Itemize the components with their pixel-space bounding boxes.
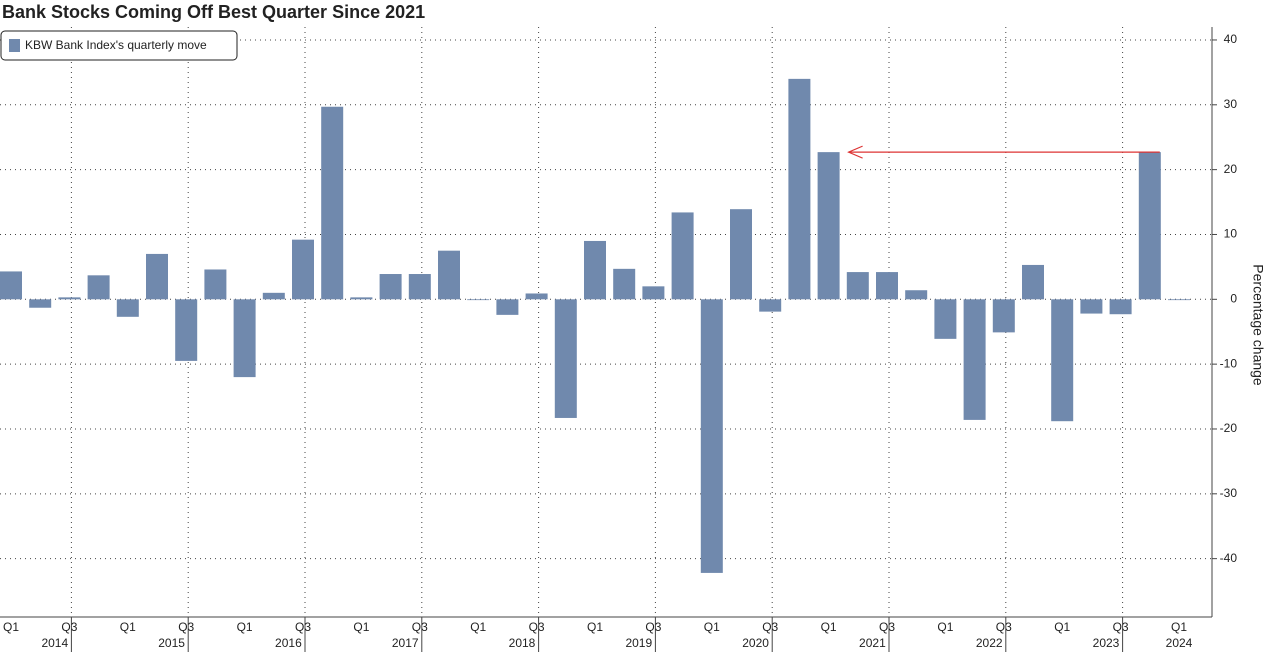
bar (262, 292, 285, 300)
year-label: 2023 (1093, 636, 1120, 650)
x-tick-label: Q3 (61, 620, 77, 634)
x-tick-label: Q1 (120, 620, 136, 634)
x-tick-label: Q3 (762, 620, 778, 634)
x-tick-label: Q1 (1171, 620, 1187, 634)
x-tick-label: Q3 (295, 620, 311, 634)
year-label: 2017 (392, 636, 419, 650)
bar (554, 299, 577, 418)
year-label: 2015 (158, 636, 185, 650)
y-tick-label: 10 (1224, 227, 1238, 241)
bar (1080, 299, 1103, 314)
arrow-head (847, 145, 863, 159)
y-tick-label: 40 (1224, 32, 1238, 46)
x-tick-label: Q1 (237, 620, 253, 634)
bar (584, 240, 606, 300)
bar (876, 272, 898, 300)
y-tick-label: -20 (1220, 421, 1238, 435)
year-label: 2024 (1166, 636, 1193, 650)
y-axis-label: Percentage change (1250, 264, 1266, 386)
bar (613, 268, 636, 300)
year-label: 2014 (41, 636, 68, 650)
y-tick-label: 0 (1230, 291, 1237, 305)
x-tick-label: Q1 (704, 620, 720, 634)
year-label: 2022 (976, 636, 1003, 650)
bar (1168, 299, 1190, 301)
x-tick-label: Q1 (3, 620, 19, 634)
bar (175, 299, 198, 361)
bar (438, 250, 460, 300)
x-tick-label: Q3 (996, 620, 1012, 634)
bar (233, 299, 256, 378)
bar (1138, 152, 1161, 300)
y-tick-label: 20 (1224, 162, 1238, 176)
legend-swatch (9, 39, 20, 52)
bar (29, 299, 52, 308)
bar (934, 299, 957, 339)
x-tick-label: Q1 (1054, 620, 1070, 634)
x-tick-label: Q3 (1113, 620, 1129, 634)
bar (788, 78, 811, 300)
bar (671, 212, 694, 300)
x-tick-label: Q1 (470, 620, 486, 634)
x-tick-label: Q1 (587, 620, 603, 634)
legend-label: KBW Bank Index's quarterly move (25, 38, 207, 52)
year-label: 2018 (509, 636, 536, 650)
bar (204, 269, 227, 300)
bar (963, 299, 986, 420)
bar (905, 290, 928, 300)
bar (58, 297, 81, 300)
bar (1022, 264, 1044, 300)
year-label: 2021 (859, 636, 886, 650)
legend: KBW Bank Index's quarterly move (0, 30, 238, 61)
bar (730, 209, 752, 300)
bar (992, 299, 1015, 333)
year-label: 2020 (742, 636, 769, 650)
x-tick-label: Q3 (178, 620, 194, 634)
y-tick-label: -30 (1220, 486, 1238, 500)
bar (321, 106, 344, 300)
legend-box (0, 30, 238, 61)
bar (700, 299, 723, 573)
x-tick-label: Q3 (529, 620, 545, 634)
bar (350, 297, 373, 300)
bar (759, 299, 782, 312)
x-tick-label: Q3 (645, 620, 661, 634)
x-tick-label: Q3 (879, 620, 895, 634)
y-tick-label: 30 (1224, 97, 1238, 111)
bar (0, 271, 22, 300)
bar (116, 299, 139, 317)
bar (525, 293, 548, 300)
bar (496, 299, 519, 315)
y-tick-label: -40 (1220, 551, 1238, 565)
bar (817, 152, 840, 300)
bar (1109, 299, 1132, 315)
x-tick-label: Q1 (937, 620, 953, 634)
bar (642, 286, 665, 300)
bar (87, 275, 110, 300)
bar (408, 274, 431, 300)
bar (846, 272, 869, 300)
bar (379, 274, 402, 300)
x-tick-label: Q1 (353, 620, 369, 634)
chart-title: Bank Stocks Coming Off Best Quarter Sinc… (2, 2, 425, 22)
bar (146, 253, 168, 300)
year-label: 2019 (625, 636, 652, 650)
x-tick-label: Q1 (821, 620, 837, 634)
bar (292, 239, 314, 300)
bar (467, 299, 490, 301)
x-tick-label: Q3 (412, 620, 428, 634)
bar (1051, 299, 1074, 422)
y-tick-label: -10 (1220, 356, 1238, 370)
year-label: 2016 (275, 636, 302, 650)
